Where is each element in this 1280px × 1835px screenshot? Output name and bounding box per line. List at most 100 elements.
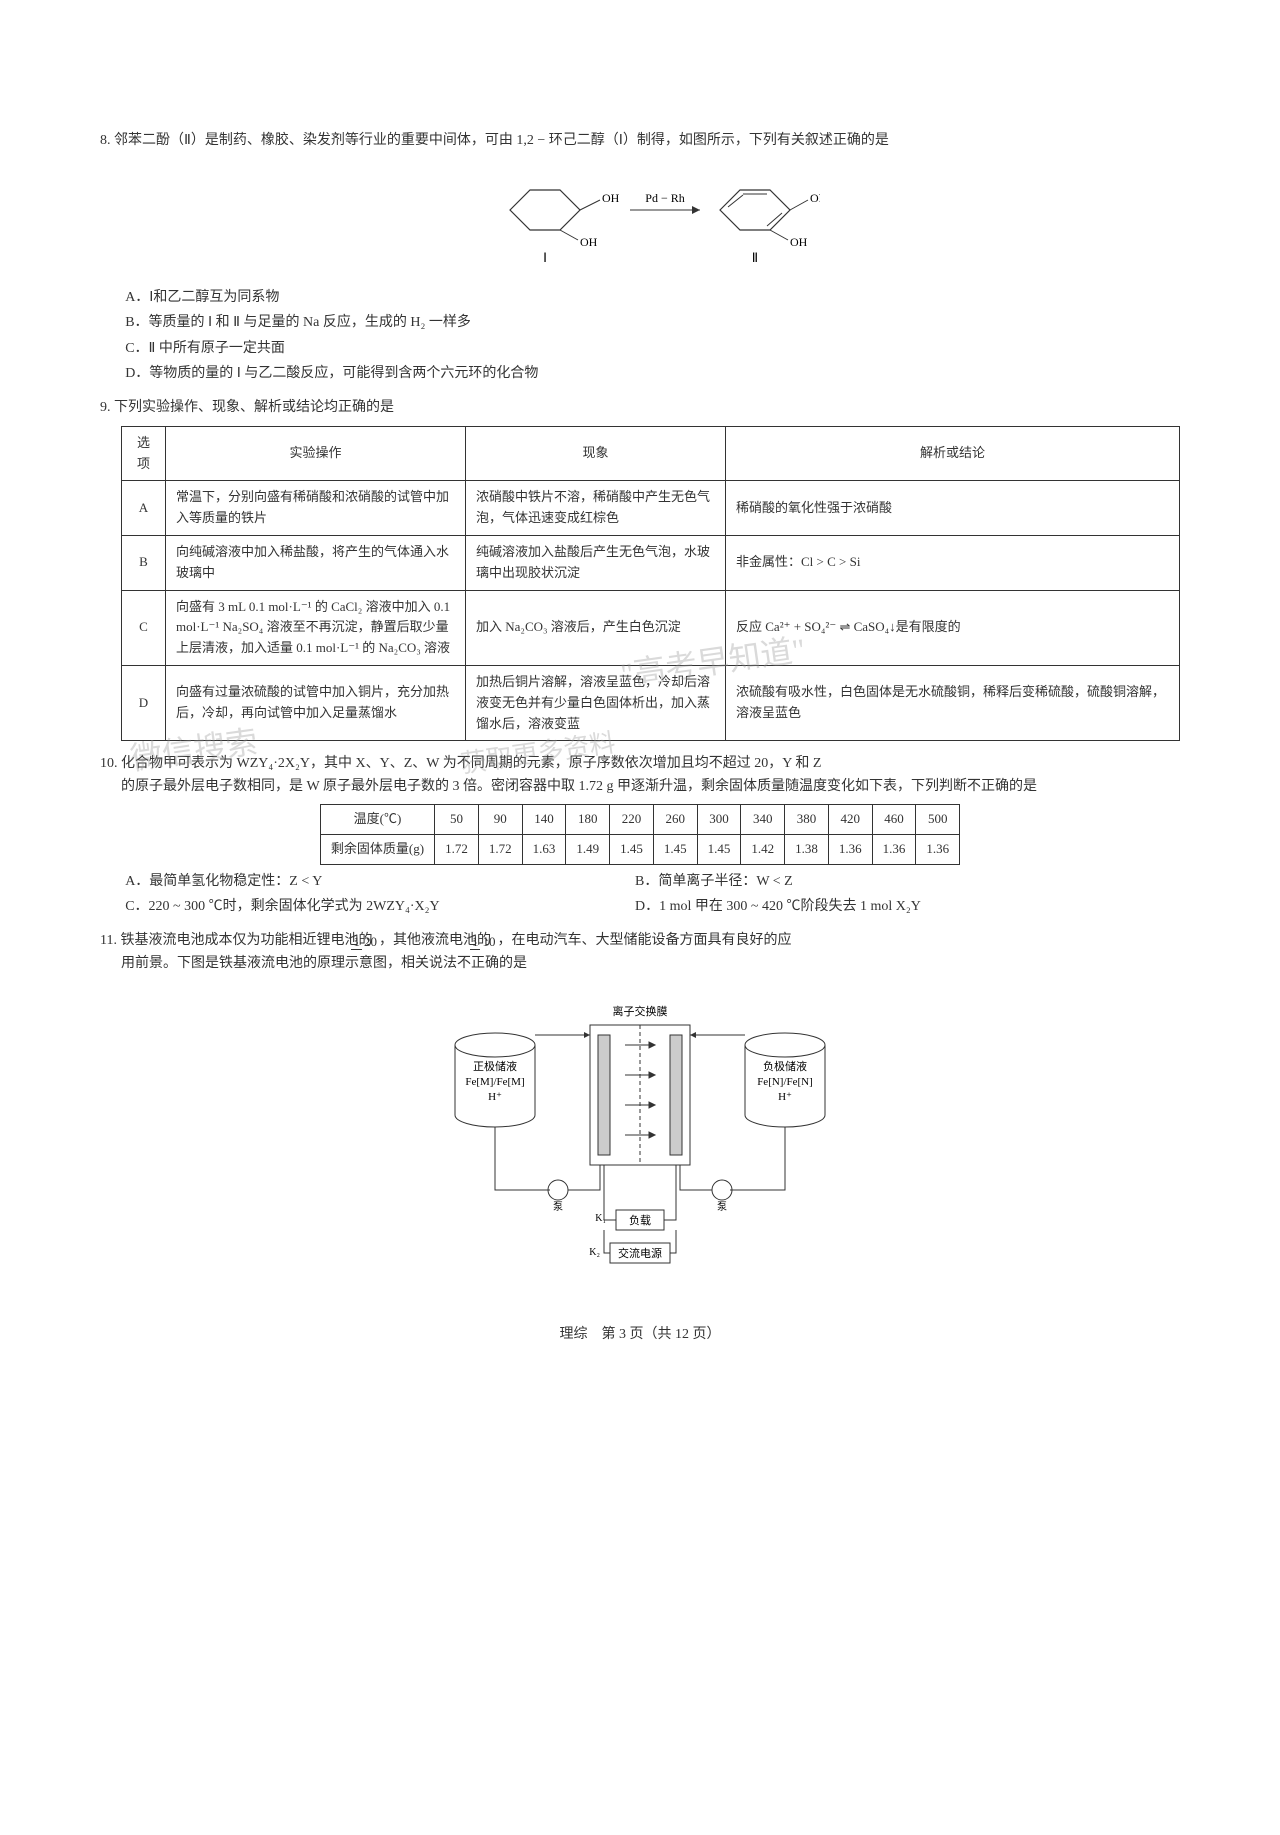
q10-t11: 500 bbox=[916, 805, 960, 835]
q9-A-con: 稀硝酸的氧化性强于浓硝酸 bbox=[726, 481, 1180, 536]
q11-stem1a: 铁基液流电池成本仅为功能相近锂电池的 bbox=[120, 933, 372, 948]
q9-stem-text: 下列实验操作、现象、解析或结论均正确的是 bbox=[114, 400, 394, 415]
q10-m3: 1.49 bbox=[566, 834, 610, 864]
q8-opt-B: B．等质量的 Ⅰ 和 Ⅱ 与足量的 Na 反应，生成的 H₂ 一样多 bbox=[125, 312, 1180, 334]
q9-table: 选项 实验操作 现象 解析或结论 A 常温下，分别向盛有稀硝酸和浓硝酸的试管中加… bbox=[121, 426, 1180, 742]
q11-right-tank1: 负极储液 bbox=[763, 1059, 807, 1073]
q9-h2: 现象 bbox=[466, 426, 726, 481]
q11-frac2-d: 10 bbox=[480, 934, 497, 949]
q9-C-con: 反应 Ca²⁺ + SO₄²⁻ ⇌ CaSO₄↓是有限度的 bbox=[726, 590, 1180, 665]
q10-m10: 1.36 bbox=[872, 834, 916, 864]
q11-frac2-n: 1 bbox=[470, 934, 481, 950]
q9-row-D: D 向盛有过量浓硫酸的试管中加入铜片，充分加热后，冷却，再向试管中加入足量蒸馏水… bbox=[122, 665, 1180, 740]
q10-m2: 1.63 bbox=[522, 834, 566, 864]
q9-row-C: C 向盛有 3 mL 0.1 mol·L⁻¹ 的 CaCl₂ 溶液中加入 0.1… bbox=[122, 590, 1180, 665]
q9-C-ph: 加入 Na₂CO₃ 溶液后，产生白色沉淀 bbox=[466, 590, 726, 665]
q10-table: 温度(℃) 50 90 140 180 220 260 300 340 380 … bbox=[320, 804, 960, 865]
question-9: 9. 下列实验操作、现象、解析或结论均正确的是 选项 实验操作 现象 解析或结论… bbox=[100, 397, 1180, 741]
q9-B-op: 向纯碱溶液中加入稀盐酸，将产生的气体通入水玻璃中 bbox=[166, 535, 466, 590]
q8-stem-text: 邻苯二酚（Ⅱ）是制药、橡胶、染发剂等行业的重要中间体，可由 1,2 − 环己二醇… bbox=[114, 133, 889, 148]
q10-m1: 1.72 bbox=[478, 834, 522, 864]
svg-text:OH: OH bbox=[602, 191, 620, 205]
q10-t10: 460 bbox=[872, 805, 916, 835]
q10-opt-A: A．最简单氢化物稳定性：Z < Y bbox=[125, 871, 631, 893]
question-10: 10. 化合物甲可表示为 WZY₄·2X₂Y，其中 X、Y、Z、W 为不同周期的… bbox=[100, 753, 1180, 918]
q10-row-mass: 剩余固体质量(g) 1.72 1.72 1.63 1.49 1.45 1.45 … bbox=[320, 834, 959, 864]
q8-opt-A: A．Ⅰ和乙二醇互为同系物 bbox=[125, 287, 1180, 309]
q10-t8: 380 bbox=[785, 805, 829, 835]
q10-stem-text1: 化合物甲可表示为 WZY₄·2X₂Y，其中 X、Y、Z、W 为不同周期的元素，原… bbox=[121, 756, 821, 771]
q10-m9: 1.36 bbox=[828, 834, 872, 864]
q9-row-B: B 向纯碱溶液中加入稀盐酸，将产生的气体通入水玻璃中 纯碱溶液加入盐酸后产生无色… bbox=[122, 535, 1180, 590]
q10-m4: 1.45 bbox=[610, 834, 654, 864]
q8-label-I: Ⅰ bbox=[543, 250, 547, 265]
q11-K2: K₂ bbox=[589, 1247, 600, 1258]
q10-h-mass: 剩余固体质量(g) bbox=[320, 834, 434, 864]
q10-opt-C: C．220 ~ 300 ℃时，剩余固体化学式为 2WZY₄·X₂Y bbox=[125, 896, 631, 918]
svg-text:OH: OH bbox=[810, 191, 820, 205]
q10-t0: 50 bbox=[435, 805, 479, 835]
q10-opt-B: B．简单离子半径：W < Z bbox=[635, 871, 1141, 893]
q9-A-ph: 浓硝酸中铁片不溶，稀硝酸中产生无色气泡，气体迅速变成红棕色 bbox=[466, 481, 726, 536]
q9-A-op: 常温下，分别向盛有稀硝酸和浓硝酸的试管中加入等质量的铁片 bbox=[166, 481, 466, 536]
q9-header-row: 选项 实验操作 现象 解析或结论 bbox=[122, 426, 1180, 481]
q10-t5: 260 bbox=[653, 805, 697, 835]
q8-arrow-label: Pd − Rh bbox=[645, 191, 684, 205]
q10-stem-text2: 的原子最外层电子数相同，是 W 原子最外层电子数的 3 倍。密闭容器中取 1.7… bbox=[100, 776, 1180, 798]
q11-diagram: 离子交换膜 正极储液 Fe[M]/Fe[M] H⁺ 负极储液 Fe[N]/Fe[… bbox=[100, 985, 1180, 1283]
q8-diagram: OH OH Ⅰ Pd − Rh OH OH Ⅱ bbox=[100, 160, 1180, 278]
svg-text:OH: OH bbox=[790, 235, 808, 249]
q8-label-II: Ⅱ bbox=[752, 250, 758, 265]
q10-t9: 420 bbox=[828, 805, 872, 835]
question-11: 11. 铁基液流电池成本仅为功能相近锂电池的120，其他液流电池的110，在电动… bbox=[100, 930, 1180, 1283]
q10-m7: 1.42 bbox=[741, 834, 785, 864]
q9-stem: 9. 下列实验操作、现象、解析或结论均正确的是 bbox=[100, 397, 1180, 419]
q10-row-temp: 温度(℃) 50 90 140 180 220 260 300 340 380 … bbox=[320, 805, 959, 835]
q11-left-tank3: H⁺ bbox=[488, 1091, 502, 1103]
q10-stem: 10. 化合物甲可表示为 WZY₄·2X₂Y，其中 X、Y、Z、W 为不同周期的… bbox=[100, 753, 1180, 775]
q9-A-opt: A bbox=[122, 481, 166, 536]
q10-m6: 1.45 bbox=[697, 834, 741, 864]
q11-left-tank1: 正极储液 bbox=[473, 1059, 517, 1073]
q11-stem1c: ，在电动汽车、大型储能设备方面具有良好的应 bbox=[497, 933, 791, 948]
q9-B-ph: 纯碱溶液加入盐酸后产生无色气泡，水玻璃中出现胶状沉淀 bbox=[466, 535, 726, 590]
q8-opt-D: D．等物质的量的 Ⅰ 与乙二酸反应，可能得到含两个六元环的化合物 bbox=[125, 363, 1180, 385]
q9-D-ph: 加热后铜片溶解，溶液呈蓝色，冷却后溶液变无色并有少量白色固体析出，加入蒸馏水后，… bbox=[466, 665, 726, 740]
q11-pump-left: 泵 bbox=[553, 1201, 563, 1213]
q8-number: 8. bbox=[100, 133, 111, 148]
q10-t2: 140 bbox=[522, 805, 566, 835]
q10-number: 10. bbox=[100, 756, 118, 771]
q8-options: A．Ⅰ和乙二醇互为同系物 B．等质量的 Ⅰ 和 Ⅱ 与足量的 Na 反应，生成的… bbox=[100, 287, 1180, 386]
q10-m11: 1.36 bbox=[916, 834, 960, 864]
page-footer: 理综 第 3 页（共 12 页） bbox=[100, 1324, 1180, 1346]
q10-m0: 1.72 bbox=[435, 834, 479, 864]
q10-t6: 300 bbox=[697, 805, 741, 835]
q9-h3: 解析或结论 bbox=[726, 426, 1180, 481]
q10-options: A．最简单氢化物稳定性：Z < Y B．简单离子半径：W < Z C．220 ~… bbox=[100, 871, 1180, 919]
q11-load-label: 负载 bbox=[629, 1213, 651, 1227]
q10-m5: 1.45 bbox=[653, 834, 697, 864]
q9-B-con: 非金属性：Cl > C > Si bbox=[726, 535, 1180, 590]
q9-C-op: 向盛有 3 mL 0.1 mol·L⁻¹ 的 CaCl₂ 溶液中加入 0.1 m… bbox=[166, 590, 466, 665]
q11-stem-text2: 用前景。下图是铁基液流电池的原理示意图，相关说法不正确的是 bbox=[100, 953, 1180, 975]
q9-row-A: A 常温下，分别向盛有稀硝酸和浓硝酸的试管中加入等质量的铁片 浓硝酸中铁片不溶，… bbox=[122, 481, 1180, 536]
q11-right-tank3: H⁺ bbox=[778, 1091, 792, 1103]
q11-right-tank2: Fe[N]/Fe[N] bbox=[757, 1076, 813, 1088]
q10-m8: 1.38 bbox=[785, 834, 829, 864]
q11-number: 11. bbox=[100, 933, 117, 948]
q10-t7: 340 bbox=[741, 805, 785, 835]
q11-stem: 11. 铁基液流电池成本仅为功能相近锂电池的120，其他液流电池的110，在电动… bbox=[100, 930, 1180, 952]
q9-D-con: 浓硫酸有吸水性，白色固体是无水硫酸铜，稀释后变稀硫酸，硫酸铜溶解，溶液呈蓝色 bbox=[726, 665, 1180, 740]
q9-number: 9. bbox=[100, 400, 111, 415]
q11-pump-right: 泵 bbox=[717, 1201, 727, 1213]
q10-h-temp: 温度(℃) bbox=[320, 805, 434, 835]
svg-text:OH: OH bbox=[580, 235, 598, 249]
q11-left-tank2: Fe[M]/Fe[M] bbox=[465, 1076, 524, 1088]
q11-charge-label: 交流电源 bbox=[618, 1246, 662, 1260]
q8-stem: 8. 邻苯二酚（Ⅱ）是制药、橡胶、染发剂等行业的重要中间体，可由 1,2 − 环… bbox=[100, 130, 1180, 152]
q11-membrane-label: 离子交换膜 bbox=[613, 1004, 668, 1018]
q9-D-op: 向盛有过量浓硫酸的试管中加入铜片，充分加热后，冷却，再向试管中加入足量蒸馏水 bbox=[166, 665, 466, 740]
q10-opt-D: D．1 mol 甲在 300 ~ 420 ℃阶段失去 1 mol X₂Y bbox=[635, 896, 1141, 918]
q9-D-opt: D bbox=[122, 665, 166, 740]
q10-t4: 220 bbox=[610, 805, 654, 835]
